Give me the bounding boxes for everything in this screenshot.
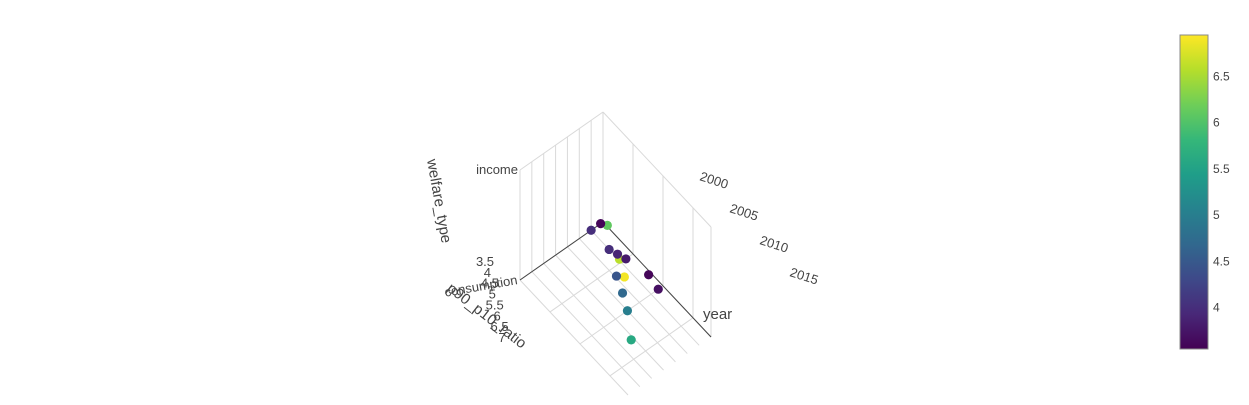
scatter-point[interactable] xyxy=(617,288,628,298)
y-tick-label: 4 xyxy=(484,265,491,280)
x-tick-label: 2010 xyxy=(758,232,790,255)
floor-grid-line xyxy=(609,317,694,377)
scatter-point[interactable] xyxy=(619,272,629,282)
y-tick-label: 6 xyxy=(494,308,501,323)
colorbar-tick-label: 6 xyxy=(1213,116,1220,130)
x-axis-line xyxy=(602,221,712,338)
x-axis-title: year xyxy=(703,306,732,323)
y-tick-label: 5.5 xyxy=(486,297,504,312)
x-tick-label: 2000 xyxy=(698,169,730,192)
y-tick-label: 4.5 xyxy=(481,276,499,291)
scatter-point[interactable] xyxy=(604,244,614,255)
colorbar-tick-label: 4 xyxy=(1213,300,1220,314)
back-wall-grid-line xyxy=(519,111,604,171)
colorbar-gradient xyxy=(1179,34,1209,350)
y-tick-label: 6.5 xyxy=(491,319,509,334)
y-tick-label: 5 xyxy=(489,287,496,302)
colorbar-tick-label: 5 xyxy=(1213,208,1220,222)
colorbar-tick-label: 4.5 xyxy=(1213,254,1230,268)
scatter-point[interactable] xyxy=(611,271,622,281)
points-layer xyxy=(586,219,663,345)
floor-grid-line xyxy=(543,263,653,379)
z-axis-title: welfare_type xyxy=(423,157,455,245)
colorbar[interactable]: 4 4.5 5 5.5 6 6.5 xyxy=(1179,34,1230,350)
scatter-point[interactable] xyxy=(621,254,631,264)
floor-grid-line xyxy=(567,246,676,363)
scatter-point[interactable] xyxy=(626,335,636,345)
y-tick-label: 3.5 xyxy=(476,254,494,269)
colorbar-tick-label: 6.5 xyxy=(1213,70,1230,84)
floor-grid-line xyxy=(519,279,629,396)
x-tick-label: 2005 xyxy=(728,201,760,224)
colorbar-tick-label: 5.5 xyxy=(1213,162,1230,176)
scatter-point[interactable] xyxy=(612,249,623,259)
floor-grid-line xyxy=(579,285,664,345)
scatter-point[interactable] xyxy=(653,284,663,294)
x-tick-label: 2015 xyxy=(788,264,820,287)
scatter-point[interactable] xyxy=(644,270,654,280)
side-wall-grid-line xyxy=(602,111,712,228)
scatter-point[interactable] xyxy=(596,219,606,229)
scatter-point[interactable] xyxy=(622,306,633,316)
scatter-point[interactable] xyxy=(586,225,596,235)
y-tick-label: 7 xyxy=(498,330,505,345)
z-tick-label: income xyxy=(476,162,518,177)
